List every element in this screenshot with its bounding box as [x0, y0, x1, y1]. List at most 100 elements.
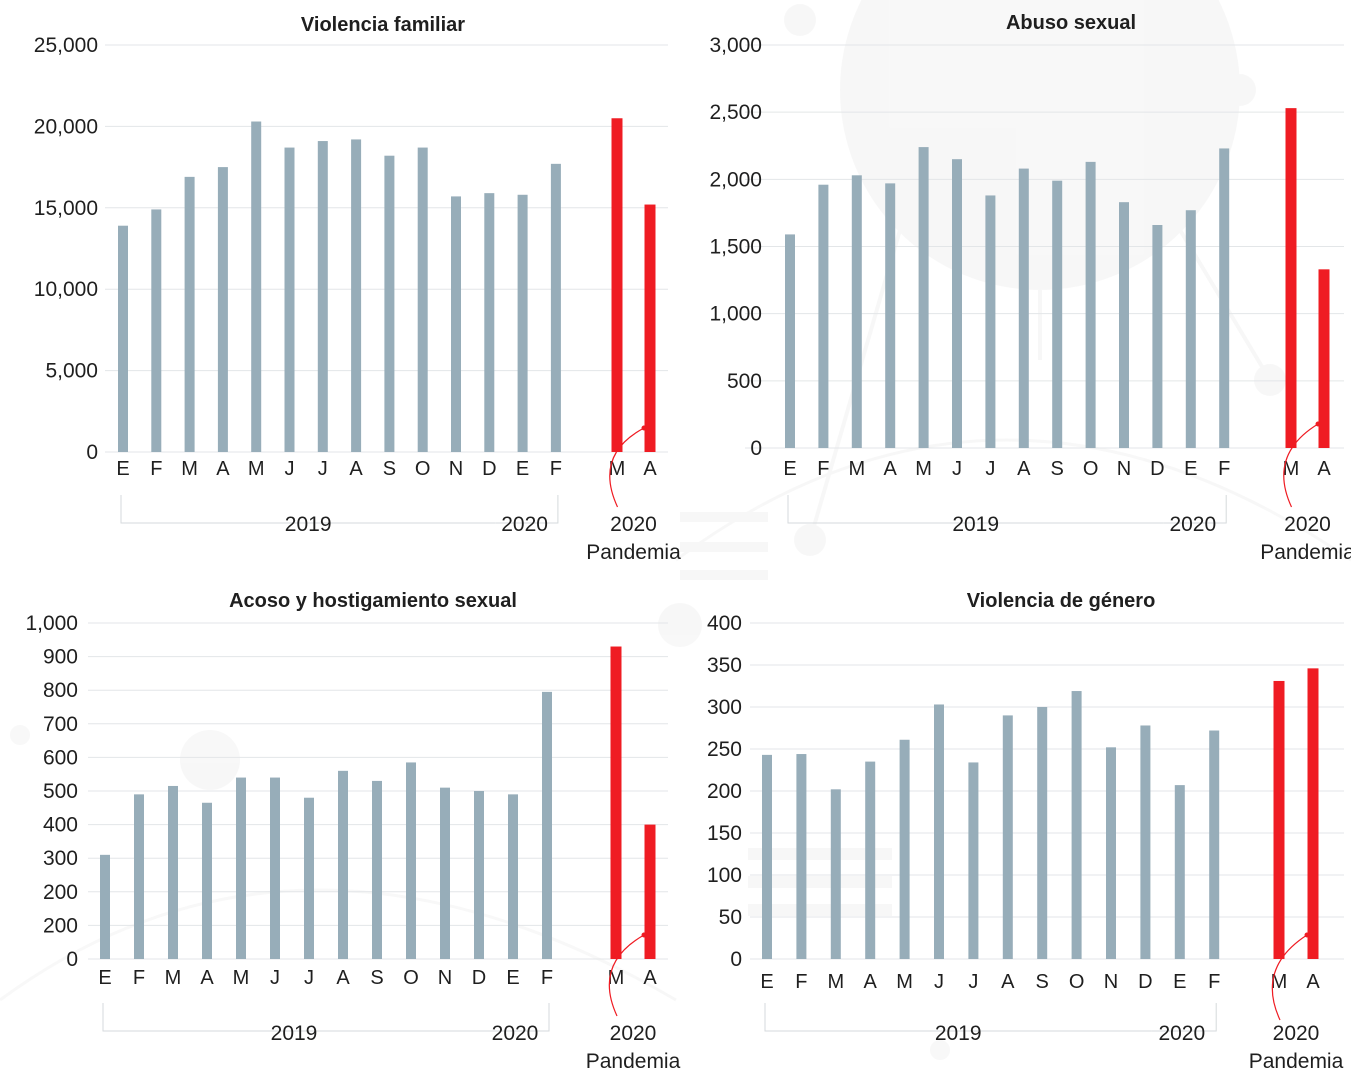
- x-tick-label: D: [482, 458, 496, 480]
- bar: [1174, 785, 1185, 959]
- chart-title: Abuso sexual: [1005, 12, 1137, 34]
- pandemia-label: Pandemia: [586, 1050, 681, 1073]
- pandemic-arrow-dot: [1304, 932, 1310, 938]
- bar: [100, 854, 110, 959]
- x-tick-label: E: [760, 971, 773, 993]
- x-tick-label: F: [1208, 971, 1220, 993]
- x-tick-label: O: [1083, 458, 1099, 480]
- chart-title: Acoso y hostigamiento sexual: [229, 590, 517, 612]
- x-tick-label: A: [643, 458, 657, 480]
- bar: [168, 785, 178, 959]
- y-tick-label: 300: [43, 847, 78, 870]
- x-tick-label: F: [133, 967, 145, 989]
- group-label-2020-pandemia: 2020: [1273, 1022, 1320, 1045]
- bar: [952, 159, 962, 448]
- x-tick-label: N: [438, 967, 452, 989]
- x-tick-label: M: [1283, 458, 1300, 480]
- bar-pandemic: [1285, 108, 1297, 449]
- bar: [1140, 725, 1151, 959]
- y-tick-label: 0: [66, 948, 78, 971]
- chart-title: Violencia de género: [966, 590, 1156, 612]
- x-tick-label: N: [449, 458, 463, 480]
- pandemia-label: Pandemia: [1249, 1050, 1344, 1073]
- y-tick-label: 3,000: [709, 34, 762, 57]
- pandemic-arrow-dot: [641, 425, 647, 431]
- bar: [796, 754, 807, 959]
- y-tick-label: 1,000: [709, 303, 762, 326]
- x-tick-label: S: [1036, 971, 1049, 993]
- x-tick-label: F: [795, 971, 807, 993]
- y-tick-label: 300: [707, 696, 742, 719]
- bar-pandemic: [1307, 668, 1319, 959]
- bar-pandemic: [611, 118, 623, 452]
- y-tick-label: 0: [750, 437, 762, 460]
- bar: [830, 789, 841, 959]
- bar: [851, 175, 862, 448]
- pandemic-arrow: [1283, 423, 1319, 508]
- x-tick-label: J: [304, 967, 314, 989]
- bar: [384, 155, 395, 453]
- y-tick-label: 700: [43, 713, 78, 736]
- y-tick-label: 2,500: [709, 101, 762, 124]
- x-tick-label: F: [541, 967, 553, 989]
- x-tick-label: A: [216, 458, 230, 480]
- y-tick-label: 15,000: [34, 197, 98, 220]
- bar: [517, 194, 528, 452]
- group-label-2020-pandemia: 2020: [610, 513, 657, 536]
- x-tick-label: A: [1306, 971, 1320, 993]
- x-tick-label: F: [1218, 458, 1230, 480]
- x-tick-label: J: [952, 458, 962, 480]
- bar: [1002, 715, 1013, 959]
- bar: [1152, 225, 1163, 448]
- bar: [550, 163, 561, 452]
- y-tick-label: 25,000: [34, 34, 98, 57]
- x-tick-label: J: [318, 458, 328, 480]
- bar: [762, 754, 772, 959]
- bar: [317, 141, 328, 452]
- bar: [818, 184, 829, 448]
- chart-title: Violencia familiar: [300, 14, 466, 36]
- bar: [1219, 148, 1230, 449]
- bar: [474, 791, 484, 959]
- bar: [184, 176, 195, 453]
- x-tick-label: A: [864, 971, 878, 993]
- group-label-2020: 2020: [501, 513, 548, 536]
- y-tick-label: 1,500: [709, 236, 762, 259]
- group-label-2019: 2019: [271, 1022, 318, 1045]
- x-tick-label: E: [1184, 458, 1197, 480]
- x-tick-label: E: [116, 458, 129, 480]
- bar: [284, 147, 295, 452]
- y-tick-label: 600: [43, 746, 78, 769]
- bracket-2020: [495, 495, 559, 524]
- bar: [134, 794, 144, 959]
- x-tick-label: F: [817, 458, 829, 480]
- x-tick-label: J: [270, 967, 280, 989]
- x-tick-label: F: [550, 458, 562, 480]
- bar: [417, 147, 428, 452]
- y-tick-label: 20,000: [34, 115, 98, 138]
- x-tick-label: A: [349, 458, 363, 480]
- group-label-2020-pandemia: 2020: [1284, 513, 1331, 536]
- bracket-2019: [764, 1003, 1152, 1032]
- x-tick-label: E: [516, 458, 529, 480]
- x-tick-label: D: [1150, 458, 1164, 480]
- bracket-2020: [1163, 495, 1227, 524]
- bar: [1085, 161, 1096, 448]
- bar: [1185, 210, 1196, 448]
- y-tick-label: 50: [719, 906, 742, 929]
- bar: [338, 770, 348, 959]
- bar: [1106, 747, 1116, 959]
- x-tick-label: E: [506, 967, 519, 989]
- y-tick-label: 0: [730, 948, 742, 971]
- bar: [1119, 202, 1129, 448]
- bar: [251, 121, 262, 453]
- bracket-2019: [120, 495, 496, 524]
- x-tick-label: J: [934, 971, 944, 993]
- pandemic-arrow: [1271, 934, 1308, 1021]
- bar: [865, 761, 876, 959]
- bar: [785, 234, 795, 448]
- bracket-2019: [787, 495, 1164, 524]
- x-tick-label: A: [1017, 458, 1031, 480]
- x-tick-label: S: [383, 458, 396, 480]
